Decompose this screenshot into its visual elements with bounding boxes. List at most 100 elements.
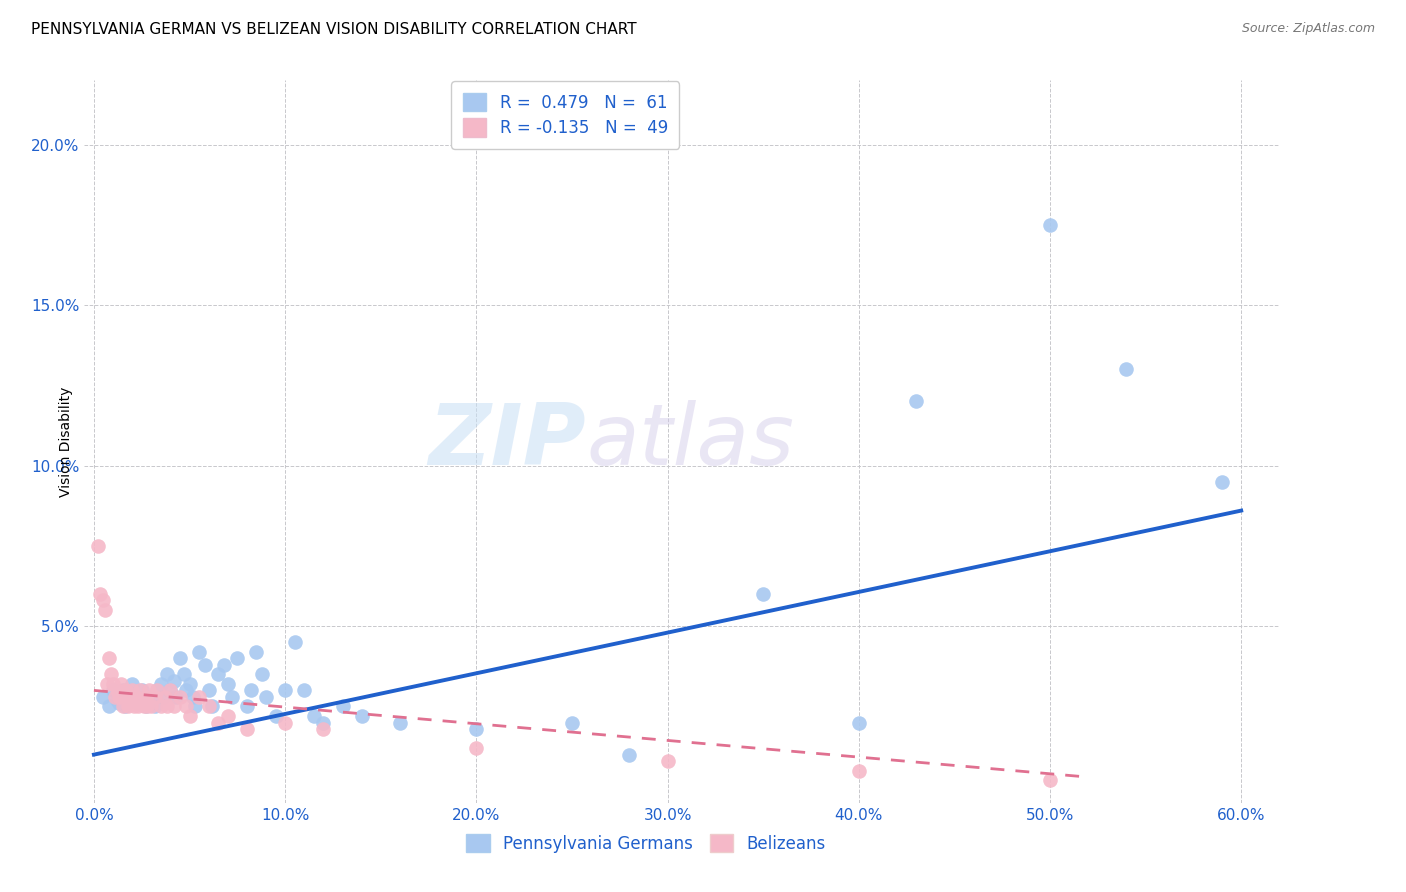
Point [561,715,583,730]
Point [98,651,121,665]
Point [848,764,870,778]
Point [174,683,197,698]
Point [274,683,297,698]
Point [905,394,928,409]
Point [236,699,259,714]
Point [174,699,197,714]
Point [153,690,176,704]
Legend: Pennsylvania Germans, Belizeans: Pennsylvania Germans, Belizeans [460,828,832,860]
Point [107,690,129,704]
Point [388,715,411,730]
Point [94,603,117,617]
Point [159,683,181,698]
Point [93,690,115,704]
Point [111,683,134,698]
Point [1039,218,1062,232]
Point [465,741,488,756]
Point [136,699,159,714]
Point [138,683,160,698]
Point [184,699,207,714]
Point [292,683,315,698]
Point [163,673,186,688]
Point [143,690,166,704]
Point [239,683,262,698]
Point [122,699,145,714]
Text: PENNSYLVANIA GERMAN VS BELIZEAN VISION DISABILITY CORRELATION CHART: PENNSYLVANIA GERMAN VS BELIZEAN VISION D… [31,22,637,37]
Point [121,683,143,698]
Point [1039,773,1062,788]
Y-axis label: Vision Disability: Vision Disability [59,386,73,497]
Point [221,690,243,704]
Point [201,699,224,714]
Point [245,645,267,659]
Point [131,683,153,698]
Point [332,699,354,714]
Point [250,667,273,681]
Point [105,683,128,698]
Point [264,709,287,723]
Point [179,709,201,723]
Point [226,651,249,665]
Point [131,693,153,707]
Point [146,683,169,698]
Point [254,690,277,704]
Point [169,690,191,704]
Point [114,699,136,714]
Point [89,587,111,601]
Point [110,677,132,691]
Point [217,709,239,723]
Point [194,657,217,672]
Point [100,667,122,681]
Point [127,696,149,710]
Point [284,635,307,649]
Point [146,683,169,698]
Point [619,747,641,762]
Point [96,677,118,691]
Point [115,683,138,698]
Point [848,715,870,730]
Point [132,699,155,714]
Point [1115,362,1137,376]
Point [302,709,325,723]
Point [117,690,139,704]
Point [212,657,235,672]
Point [117,699,139,714]
Point [120,690,142,704]
Point [183,690,205,704]
Point [163,699,186,714]
Point [207,715,229,730]
Point [93,593,115,607]
Point [107,696,129,710]
Point [135,699,157,714]
Point [87,539,110,553]
Point [101,677,124,691]
Point [350,709,373,723]
Text: ZIP: ZIP [429,400,586,483]
Point [207,667,229,681]
Point [312,722,335,736]
Point [159,683,181,698]
Point [188,690,211,704]
Point [114,690,136,704]
Point [155,667,177,681]
Point [121,677,143,691]
Point [125,690,148,704]
Point [197,699,219,714]
Point [136,690,159,704]
Point [141,693,163,707]
Point [135,690,157,704]
Text: atlas: atlas [586,400,794,483]
Point [197,683,219,698]
Point [104,690,127,704]
Point [105,693,128,707]
Point [179,677,201,691]
Point [149,677,172,691]
Point [657,754,679,768]
Point [752,587,775,601]
Point [98,699,121,714]
Point [465,722,488,736]
Point [312,715,335,730]
Point [101,683,124,698]
Point [165,690,187,704]
Point [1211,475,1233,489]
